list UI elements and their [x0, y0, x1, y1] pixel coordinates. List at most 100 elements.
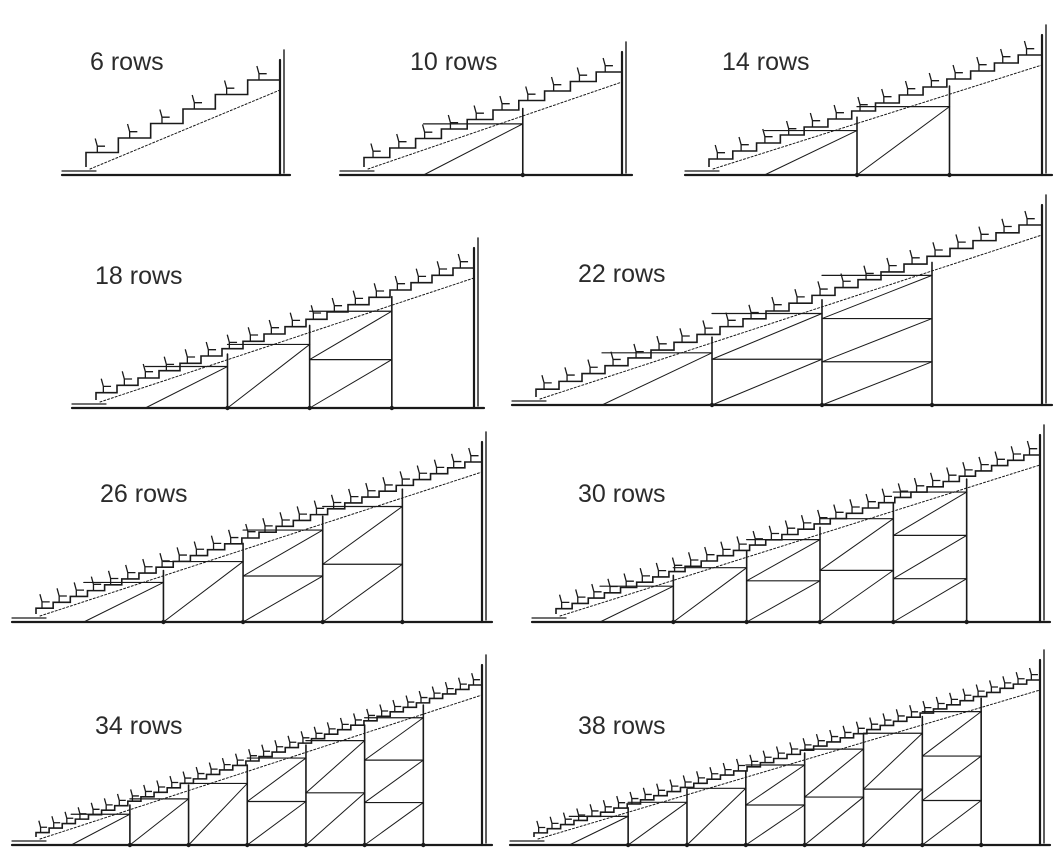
seat [849, 499, 860, 514]
scaffold-brace [70, 813, 131, 846]
seat [296, 506, 308, 521]
seat [815, 733, 825, 747]
seat [245, 523, 256, 538]
seat [90, 802, 100, 815]
seat [549, 816, 559, 829]
panel-label: 14 rows [722, 48, 810, 76]
grandstand-10-rows [338, 41, 634, 178]
seat [656, 335, 667, 351]
seat [370, 143, 381, 158]
scaffold-brace [804, 748, 864, 798]
panel-label: 26 rows [100, 480, 188, 508]
seat [268, 319, 280, 334]
seat [415, 268, 427, 283]
post-footing [978, 842, 984, 848]
seat [589, 804, 599, 817]
seat [904, 80, 916, 95]
scaffold-brace [599, 585, 674, 623]
seat [564, 367, 575, 382]
seat [103, 798, 113, 811]
seat [591, 583, 602, 599]
seat [353, 713, 362, 726]
seat [274, 740, 284, 753]
seat [794, 289, 805, 304]
seat [392, 699, 402, 712]
scaffold-brace [746, 539, 821, 582]
seat [633, 343, 644, 358]
seat [952, 64, 963, 79]
scaffold-brace [819, 518, 894, 571]
seat [457, 253, 469, 268]
seat [326, 722, 336, 735]
panel-label: 38 rows [578, 712, 666, 740]
grandstand-14-rows [683, 24, 1054, 178]
scaffold-brace [226, 343, 311, 409]
deck-soffit [559, 464, 1041, 617]
seat [738, 136, 749, 151]
seat [433, 459, 445, 474]
grandstand-30-rows [530, 424, 1052, 625]
seat [789, 742, 799, 755]
deck-soffit [39, 694, 483, 840]
scaffold-brace [246, 757, 307, 803]
seat [182, 771, 192, 784]
seat [833, 104, 844, 119]
seat [714, 144, 726, 159]
seat [365, 482, 376, 498]
seat [946, 467, 957, 482]
seat [616, 795, 626, 809]
seat [287, 735, 297, 748]
seat [881, 88, 892, 103]
seat [1000, 48, 1011, 63]
seat [886, 257, 897, 272]
seat [331, 297, 343, 312]
scaffold-brace [921, 755, 982, 802]
scaffold-brace [821, 361, 933, 406]
seat [399, 471, 410, 486]
seat [421, 124, 433, 139]
scaffold-brace [309, 359, 393, 409]
seat [90, 576, 102, 591]
seat [623, 573, 634, 588]
seat [817, 509, 828, 524]
scaffold-brace [242, 575, 324, 623]
panel-label: 10 rows [410, 48, 498, 76]
seat [169, 775, 179, 788]
seat [679, 328, 690, 343]
seat [562, 812, 572, 825]
seat [735, 758, 745, 771]
seat [159, 109, 170, 124]
seat [863, 265, 874, 280]
seat [610, 351, 621, 366]
scaffold-brace [188, 782, 248, 846]
scaffold-brace [892, 578, 968, 623]
seat [587, 359, 598, 374]
deck-soffit [89, 89, 281, 170]
seat [857, 96, 868, 111]
seat [191, 94, 203, 109]
deck-soffit [367, 81, 623, 170]
seat [468, 447, 479, 462]
stepped-deck [535, 224, 1042, 397]
seat [1028, 667, 1038, 680]
seat [550, 76, 562, 91]
scaffold-brace [746, 580, 821, 623]
scaffold-brace [711, 358, 823, 406]
seat [775, 746, 785, 759]
stepped-deck [555, 454, 1040, 614]
seat [784, 520, 796, 535]
seat [671, 557, 683, 572]
seat [602, 57, 613, 72]
seat [38, 820, 48, 833]
seat [261, 744, 271, 757]
panel-label: 18 rows [95, 262, 183, 290]
seat [709, 767, 719, 780]
seat [125, 564, 136, 579]
seat [394, 275, 406, 290]
scaffold-brace [322, 563, 403, 623]
seat [909, 249, 920, 265]
panel-label: 22 rows [578, 260, 666, 288]
seat [1001, 218, 1012, 233]
seat [300, 731, 310, 744]
